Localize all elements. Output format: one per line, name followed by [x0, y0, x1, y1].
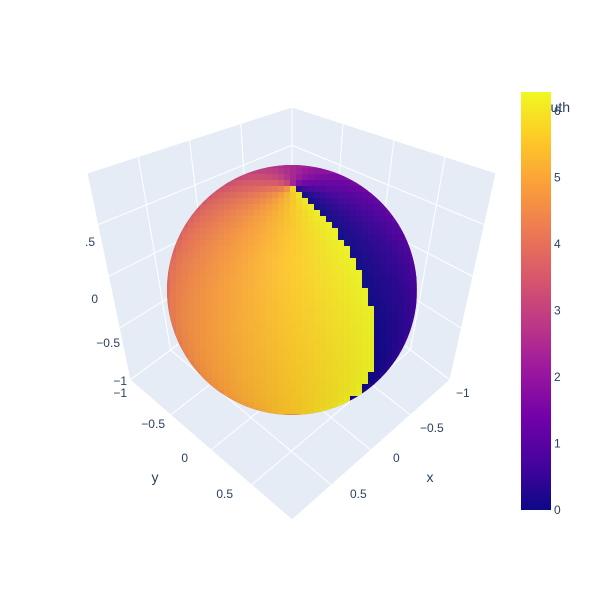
colorbar-tick-label: 2: [554, 370, 561, 384]
x-tick-label: 0.5: [350, 487, 367, 501]
gridline: [291, 379, 451, 521]
x-axis-ticks: −1 −0.5 0 0.5 x: [350, 386, 470, 501]
colorbar-gradient: [521, 92, 551, 510]
colorbar-tick-label: 4: [554, 237, 561, 251]
y-tick-label: −1: [113, 386, 127, 400]
colorbar-tick-label: 5: [554, 170, 561, 184]
z-tick-label: −1: [113, 374, 127, 388]
colorbar-ticks: 0 1 2 3 4 5 6: [554, 104, 561, 517]
y-tick-label: 0: [181, 451, 188, 465]
y-tick-label: −0.5: [141, 417, 165, 431]
gridline: [449, 172, 497, 381]
y-axis-title: y: [152, 469, 159, 485]
x-tick-label: 0: [393, 451, 400, 465]
z-axis-ticks: .5 0 −0.5 −1: [85, 235, 127, 388]
z-tick-label: 0: [91, 292, 98, 306]
gridline: [410, 156, 446, 351]
y-tick-label: 0.5: [216, 487, 233, 501]
x-axis-title: x: [427, 469, 434, 485]
colorbar-tick-label: 1: [554, 436, 561, 450]
colorbar-tick-label: 0: [554, 503, 561, 517]
colorbar-tick-label: 3: [554, 303, 561, 317]
x-tick-label: −1: [456, 386, 470, 400]
colorbar-tick-label: 6: [554, 104, 561, 118]
y-axis-ticks: −1 −0.5 0 0.5 y: [113, 386, 233, 501]
z-tick-label: −0.5: [96, 336, 120, 350]
x-tick-label: −0.5: [420, 421, 444, 435]
z-tick-label: .5: [85, 235, 95, 249]
